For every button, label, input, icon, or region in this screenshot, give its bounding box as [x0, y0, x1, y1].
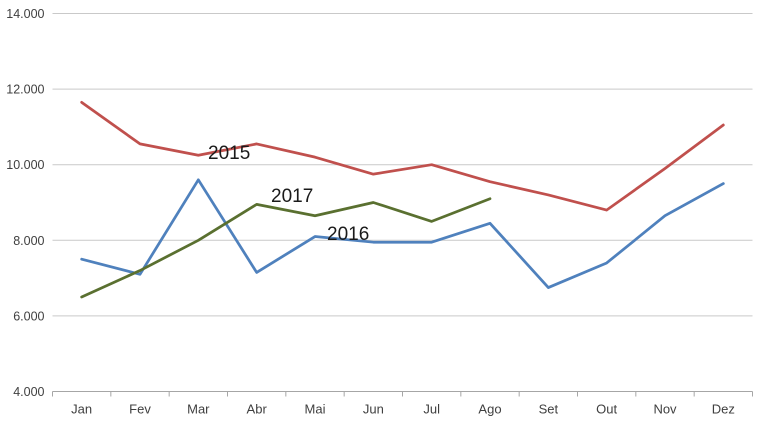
y-axis-tick-label: 8.000 [13, 234, 44, 248]
x-axis-tick-label: Jul [423, 402, 440, 417]
series-2015-label: 2015 [208, 143, 250, 164]
x-axis-tick-label: Jan [71, 402, 92, 417]
x-axis-tick-label: Set [539, 402, 559, 417]
series-2017-line [80, 197, 492, 299]
y-axis-tick-label: 6.000 [13, 309, 44, 323]
y-axis-tick-label: 12.000 [6, 83, 44, 97]
series-2017-label: 2017 [271, 186, 313, 207]
series-2015-line [80, 100, 725, 212]
series-2016-label: 2016 [327, 224, 369, 245]
y-axis-tick-label: 10.000 [6, 158, 44, 172]
x-axis-tick-label: Abr [247, 402, 268, 417]
x-axis-tick-label: Dez [712, 402, 735, 417]
x-axis-tick-label: Ago [478, 402, 501, 417]
x-axis-tick-label: Mai [305, 402, 326, 417]
x-axis-tick-label: Fev [129, 402, 151, 417]
x-axis-tick-label: Out [596, 402, 617, 417]
x-axis-tick-label: Jun [363, 402, 384, 417]
series-2016-line [80, 178, 725, 289]
x-axis-tick-label: Mar [187, 402, 210, 417]
x-axis-tick-label: Nov [653, 402, 677, 417]
y-axis-tick-label: 4.000 [13, 385, 44, 399]
y-axis-tick-label: 14.000 [6, 7, 44, 21]
